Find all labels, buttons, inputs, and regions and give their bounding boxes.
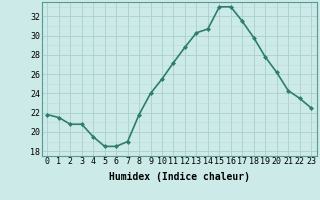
X-axis label: Humidex (Indice chaleur): Humidex (Indice chaleur) bbox=[109, 172, 250, 182]
